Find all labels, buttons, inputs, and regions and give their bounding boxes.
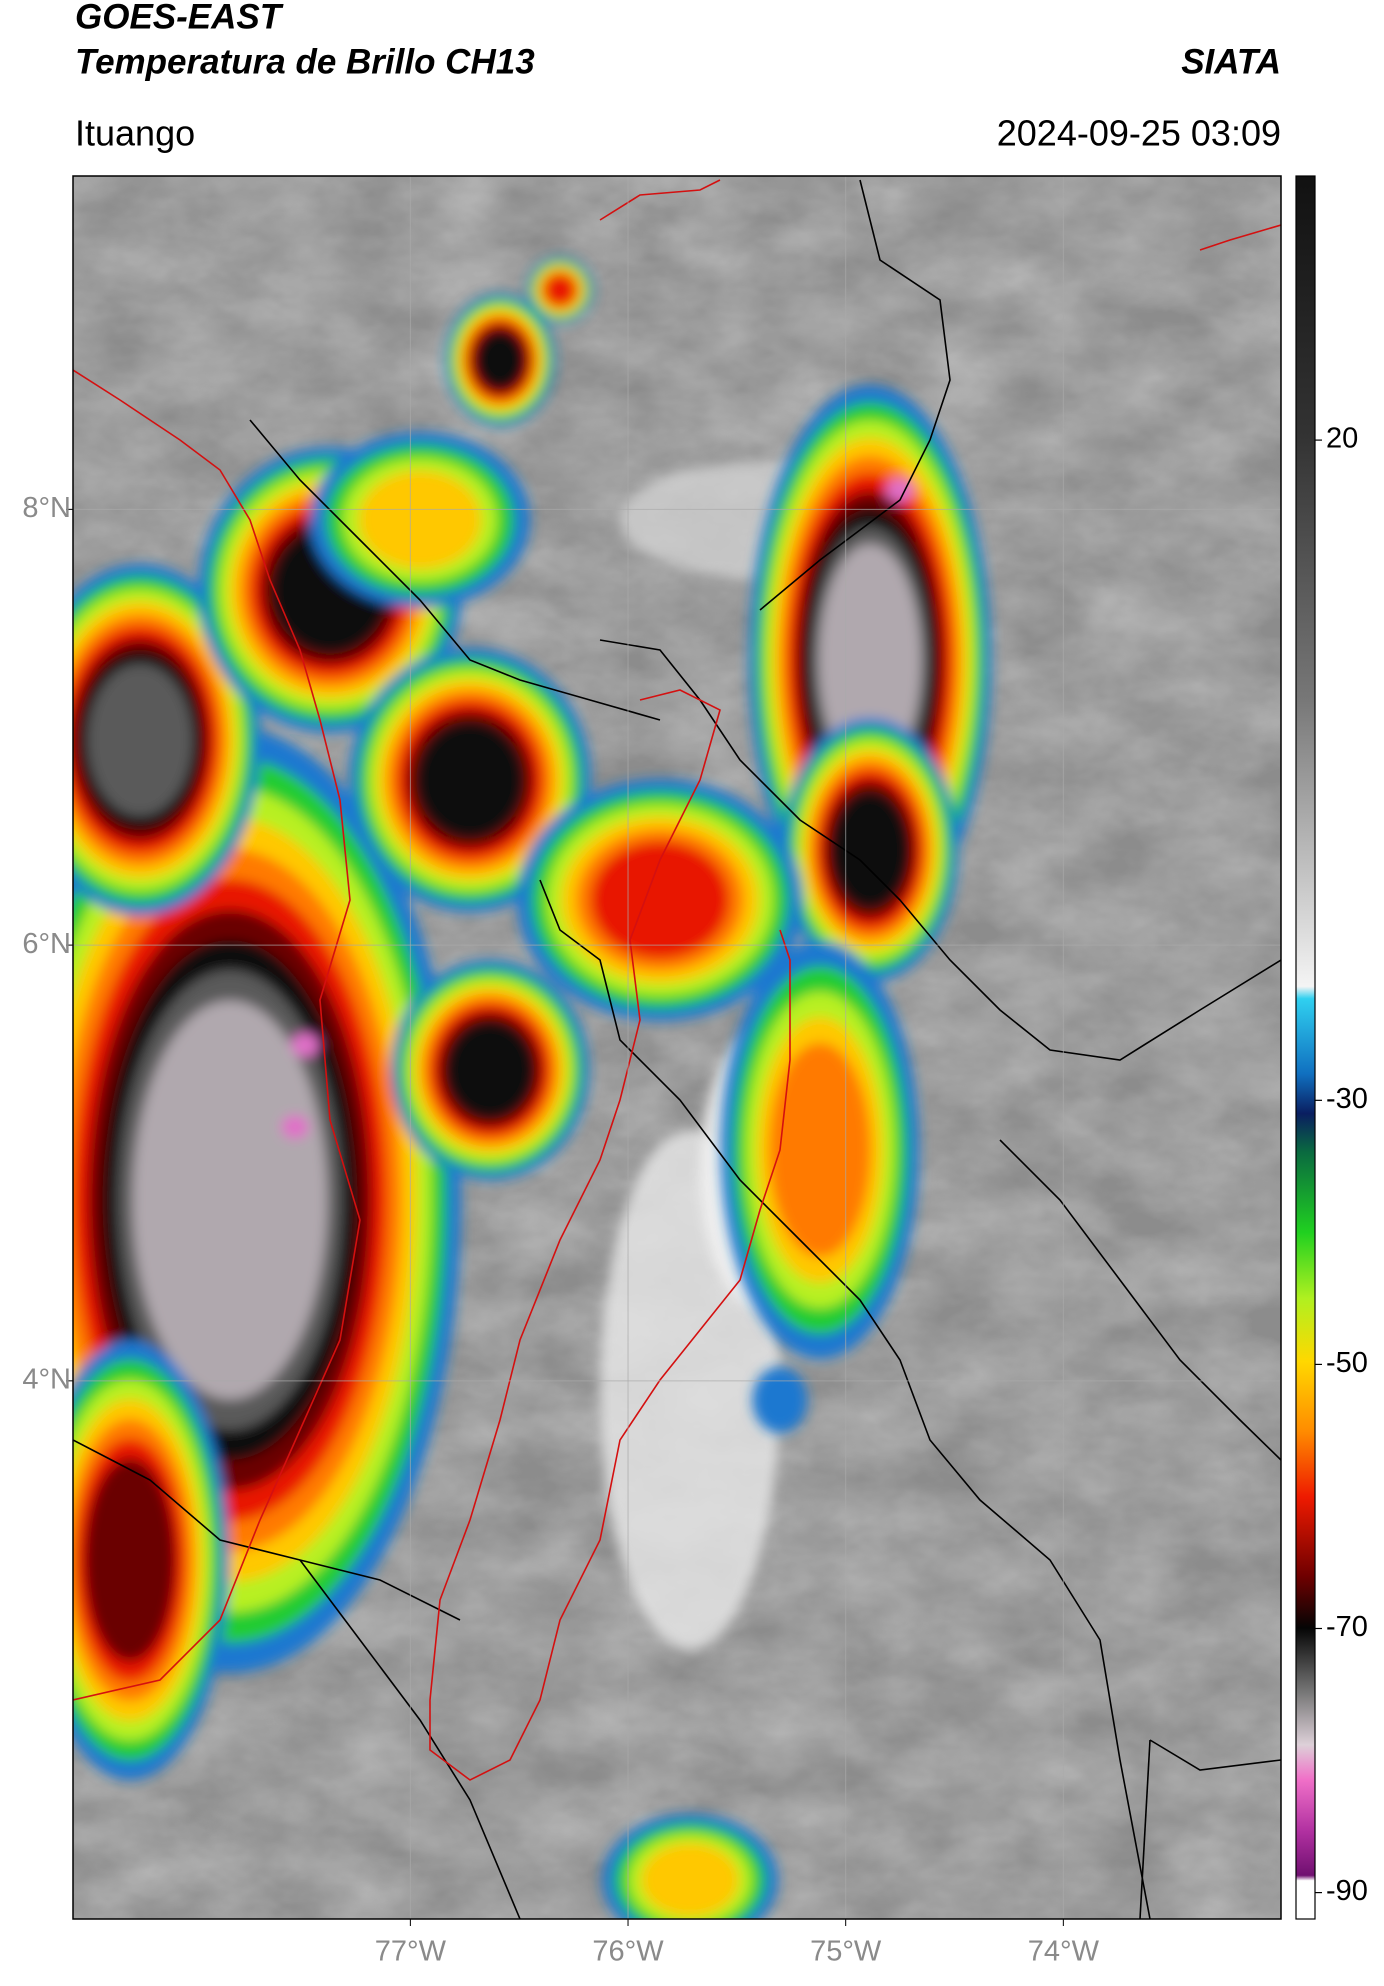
subtitle: Temperatura de Brillo CH13 <box>75 42 535 81</box>
grid <box>73 176 1281 1919</box>
storm-layer <box>132 1000 328 1400</box>
cold-core <box>886 478 914 502</box>
storm-layer <box>416 721 524 839</box>
storm-systems <box>73 257 991 1919</box>
colorbar-tick-label: -90 <box>1326 1875 1368 1907</box>
storm-layer <box>590 841 730 959</box>
storm-layer <box>358 471 482 569</box>
x-tick-label: 76°W <box>592 1936 664 1968</box>
storm-layer <box>752 1367 808 1433</box>
storm-layer <box>544 274 576 306</box>
x-tick-label: 74°W <box>1028 1936 1100 1968</box>
cold-core <box>281 1115 309 1139</box>
colorbar-tick-label: 20 <box>1326 423 1358 455</box>
storm-layer <box>819 544 921 776</box>
colorbar-tick-label: -50 <box>1326 1347 1368 1379</box>
y-tick-label: 6°N <box>22 928 71 960</box>
plot-frame <box>72 175 1282 1920</box>
colorbar <box>1295 175 1316 1920</box>
y-tick-label: 4°N <box>22 1364 71 1396</box>
cold-core <box>291 1033 319 1057</box>
y-tick-label: 8°N <box>22 492 71 524</box>
storm-layer <box>475 330 525 390</box>
datetime: 2024-09-25 03:09 <box>997 113 1281 154</box>
title: GOES-EAST <box>75 0 284 36</box>
storm-layer <box>445 1021 535 1119</box>
storm-layer <box>641 1843 739 1917</box>
map-image <box>73 176 1281 1919</box>
storm-layer <box>84 1458 176 1662</box>
storm-layer <box>830 791 910 909</box>
borders <box>73 179 1281 1919</box>
x-tick-label: 75°W <box>810 1936 882 1968</box>
colorbar-tick-label: -70 <box>1326 1611 1368 1643</box>
location: Ituango <box>75 113 195 154</box>
colorbar-tick-label: -30 <box>1326 1083 1368 1115</box>
organization: SIATA <box>1181 42 1281 81</box>
storm-layer <box>87 664 193 816</box>
x-tick-label: 77°W <box>375 1936 447 1968</box>
